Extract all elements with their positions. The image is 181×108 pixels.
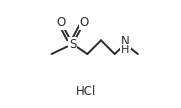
Text: O: O [56, 16, 66, 29]
Text: O: O [80, 16, 89, 29]
Text: S: S [69, 37, 76, 51]
Text: HCl: HCl [76, 85, 96, 98]
Text: H: H [121, 45, 129, 55]
Text: N: N [121, 35, 130, 48]
